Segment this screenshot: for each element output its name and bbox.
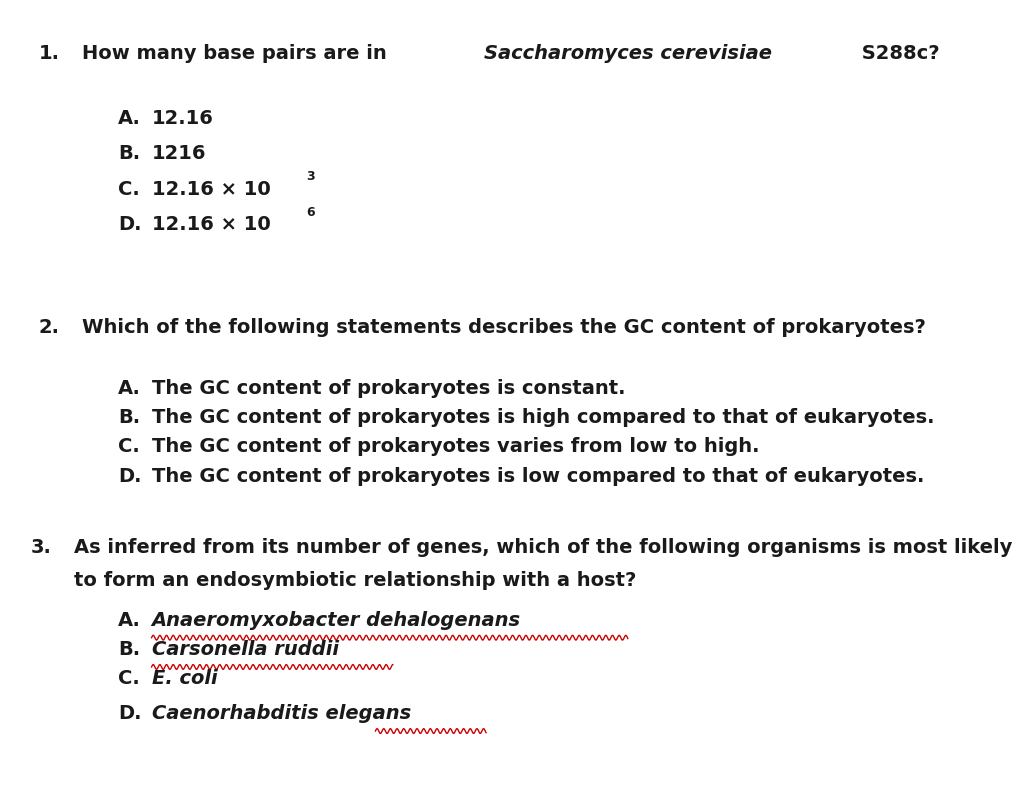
Text: E. coli: E. coli [152,669,217,688]
Text: The GC content of prokaryotes varies from low to high.: The GC content of prokaryotes varies fro… [152,437,759,456]
Text: 12.16 × 10: 12.16 × 10 [152,180,270,199]
Text: A.: A. [118,379,140,398]
Text: Caenorhabditis elegans: Caenorhabditis elegans [152,704,411,723]
Text: 12.16 × 10: 12.16 × 10 [152,215,270,234]
Text: A.: A. [118,611,140,630]
Text: 12.16: 12.16 [152,109,213,128]
Text: C.: C. [118,437,139,456]
Text: B.: B. [118,144,140,163]
Text: 3: 3 [306,170,314,183]
Text: D.: D. [118,704,141,723]
Text: D.: D. [118,467,141,486]
Text: 1.: 1. [39,44,60,62]
Text: B.: B. [118,408,140,427]
Text: A.: A. [118,109,140,128]
Text: The GC content of prokaryotes is constant.: The GC content of prokaryotes is constan… [152,379,625,398]
Text: The GC content of prokaryotes is high compared to that of eukaryotes.: The GC content of prokaryotes is high co… [152,408,934,427]
Text: Carsonella ruddii: Carsonella ruddii [152,640,339,659]
Text: 2.: 2. [39,318,60,337]
Text: As inferred from its number of genes, which of the following organisms is most l: As inferred from its number of genes, wh… [74,538,1012,557]
Text: S288c?: S288c? [855,44,940,62]
Text: 1216: 1216 [152,144,206,163]
Text: How many base pairs are in: How many base pairs are in [82,44,393,62]
Text: Saccharomyces cerevisiae: Saccharomyces cerevisiae [484,44,772,62]
Text: D.: D. [118,215,141,234]
Text: Anaeromyxobacter dehalogenans: Anaeromyxobacter dehalogenans [152,611,520,630]
Text: C.: C. [118,669,139,688]
Text: 6: 6 [306,206,314,218]
Text: to form an endosymbiotic relationship with a host?: to form an endosymbiotic relationship wi… [74,571,636,590]
Text: C.: C. [118,180,139,199]
Text: 3.: 3. [31,538,51,557]
Text: B.: B. [118,640,140,659]
Text: Which of the following statements describes the GC content of prokaryotes?: Which of the following statements descri… [82,318,926,337]
Text: The GC content of prokaryotes is low compared to that of eukaryotes.: The GC content of prokaryotes is low com… [152,467,924,486]
